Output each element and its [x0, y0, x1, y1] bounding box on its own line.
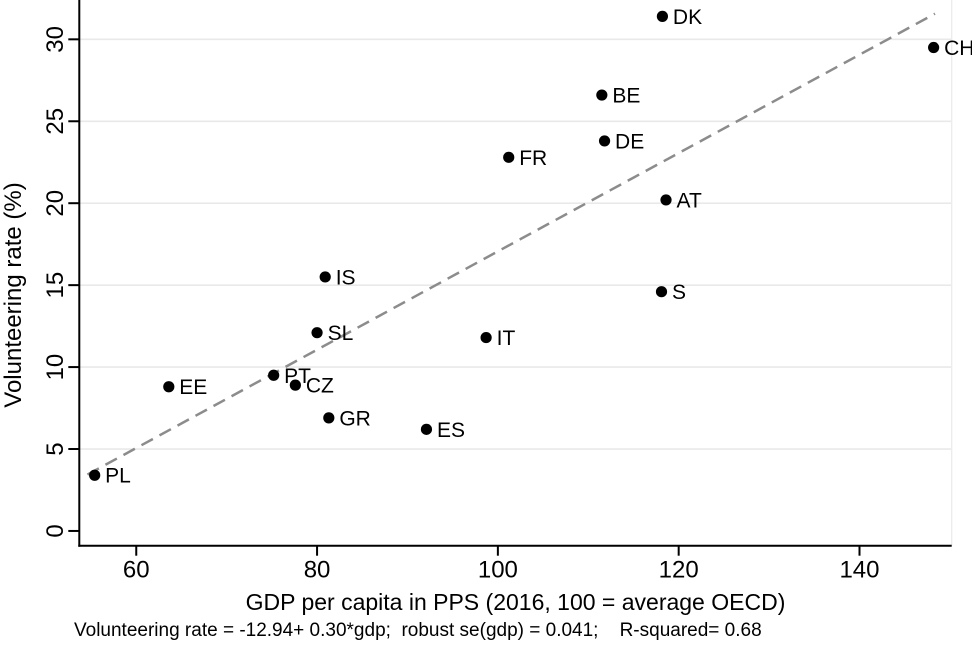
data-point-AT: [660, 194, 672, 206]
x-tick-label-100: 100: [478, 557, 518, 584]
regression-equation-caption: Volunteering rate = -12.94+ 0.30*gdp; ro…: [74, 620, 762, 641]
x-tick-label-80: 80: [304, 557, 331, 584]
data-point-DK: [656, 10, 669, 22]
data-point-IT: [480, 331, 492, 344]
data-point-label-CH: CH: [944, 37, 972, 60]
data-point-DE: [598, 135, 611, 147]
data-point-S: [655, 286, 668, 298]
regression-line: [86, 12, 936, 476]
y-tick-label-15: 15: [42, 272, 69, 299]
y-axis-title: Volunteering rate (%): [0, 182, 27, 408]
y-tick-label-20: 20: [42, 190, 69, 217]
data-point-BE: [596, 89, 608, 101]
data-point-label-S: S: [672, 281, 686, 304]
data-point-GR: [323, 412, 335, 424]
data-point-label-DE: DE: [615, 130, 644, 153]
data-point-label-PL: PL: [105, 465, 131, 488]
data-point-CZ: [289, 379, 301, 391]
x-axis-title: GDP per capita in PPS (2016, 100 = avera…: [245, 589, 786, 615]
data-point-label-DK: DK: [673, 6, 702, 29]
data-point-label-GR: GR: [339, 407, 371, 430]
data-point-PL: [89, 469, 101, 481]
data-point-label-ES: ES: [437, 419, 465, 442]
y-tick-label-5: 5: [42, 442, 69, 455]
data-point-label-BE: BE: [612, 85, 640, 108]
data-point-label-IS: IS: [336, 266, 356, 289]
data-point-label-EE: EE: [179, 376, 207, 399]
data-point-label-FR: FR: [519, 147, 547, 170]
data-point-label-AT: AT: [677, 189, 702, 212]
x-tick-label-120: 120: [659, 557, 699, 584]
data-point-label-IT: IT: [497, 327, 516, 350]
data-point-label-CZ: CZ: [306, 375, 334, 398]
y-tick-label-25: 25: [42, 108, 69, 135]
data-point-PT: [268, 369, 280, 381]
x-tick-label-60: 60: [123, 557, 150, 584]
y-tick-label-10: 10: [42, 354, 69, 381]
data-point-EE: [163, 381, 175, 393]
data-point-ES: [420, 423, 433, 435]
data-point-label-SL: SL: [328, 322, 354, 345]
data-point-FR: [503, 151, 515, 163]
x-tick-label-140: 140: [839, 557, 879, 584]
data-point-IS: [319, 271, 331, 283]
data-point-CH: [928, 41, 940, 54]
y-tick-label-0: 0: [42, 524, 69, 537]
y-tick-label-30: 30: [42, 26, 69, 53]
data-point-SL: [311, 327, 323, 339]
